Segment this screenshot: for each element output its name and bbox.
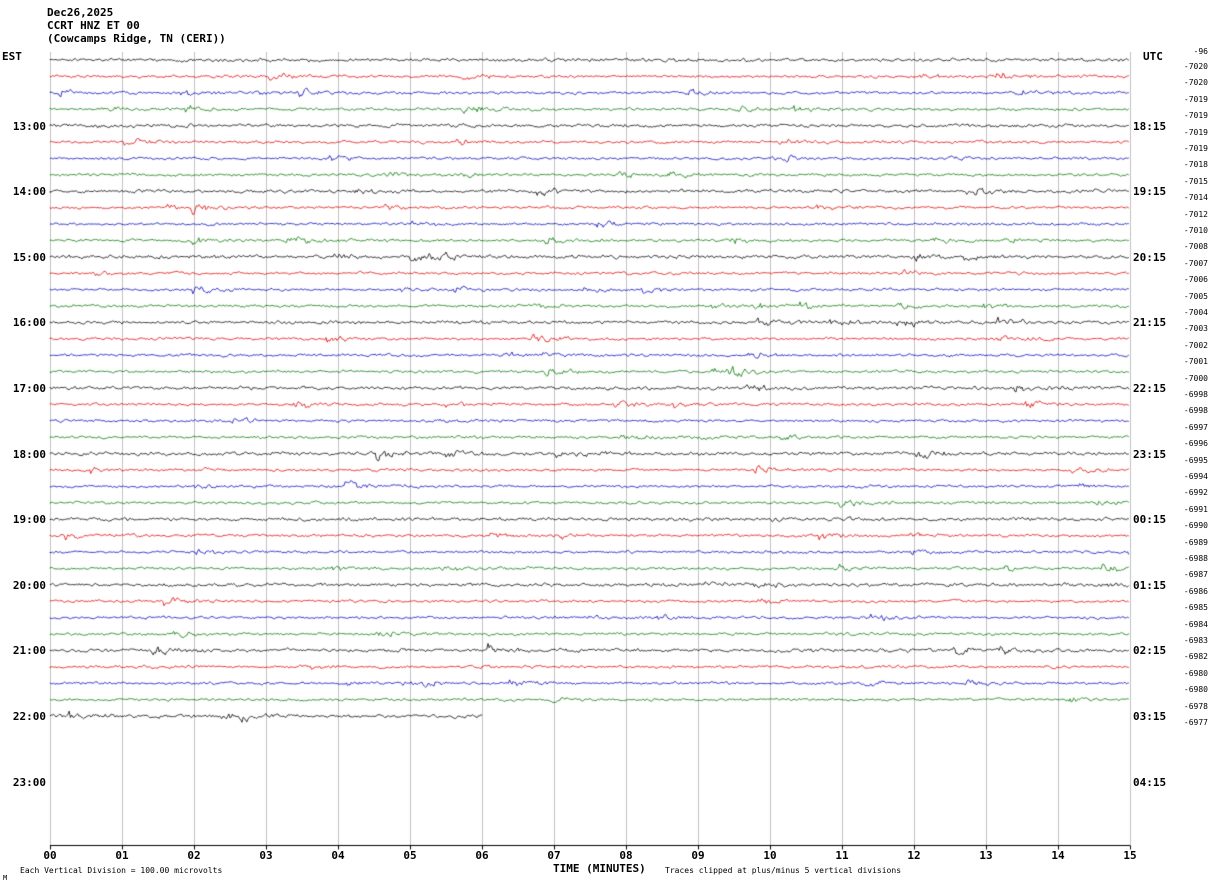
trace-offset-value: -7003 xyxy=(1183,324,1208,334)
utc-hour-label: 20:15 xyxy=(1133,250,1167,264)
trace-offset-value: -6996 xyxy=(1183,439,1208,449)
header-location: (Cowcamps Ridge, TN (CERI)) xyxy=(47,32,226,45)
trace-offset-value: -6986 xyxy=(1183,586,1208,596)
est-hour-label: 23:00 xyxy=(12,775,46,789)
trace-offset-value: -6995 xyxy=(1183,455,1208,465)
trace-offset-value: -6994 xyxy=(1183,472,1208,481)
trace-offset-value: -6983 xyxy=(1183,636,1208,645)
trace-offset-value: -6984 xyxy=(1183,619,1208,629)
x-tick-label: 05 xyxy=(403,849,417,862)
right-timezone-label: UTC xyxy=(1143,50,1163,63)
x-tick-label: 03 xyxy=(259,849,273,862)
trace-offset-value: -7008 xyxy=(1183,242,1208,252)
trace-offset-value: -7014 xyxy=(1183,193,1208,203)
trace-offset-value: -6980 xyxy=(1183,685,1208,695)
utc-hour-label: 18:15 xyxy=(1133,119,1167,133)
trace-offset-value: -96 xyxy=(1193,47,1208,56)
trace-offset-value: -7010 xyxy=(1183,226,1208,235)
trace-offset-value: -7015 xyxy=(1183,176,1208,186)
x-tick-label: 01 xyxy=(115,849,129,862)
x-tick-label: 09 xyxy=(691,849,705,862)
x-tick-label: 00 xyxy=(43,849,57,862)
est-hour-label: 19:00 xyxy=(12,513,46,527)
est-hour-label: 16:00 xyxy=(12,316,46,330)
utc-hour-label: 02:15 xyxy=(1133,644,1167,658)
est-hour-label: 13:00 xyxy=(12,119,46,133)
est-hour-label: 17:00 xyxy=(12,382,46,395)
x-tick-label: 07 xyxy=(547,849,561,862)
trace-offset-value: -6980 xyxy=(1183,668,1208,678)
x-tick-label: 11 xyxy=(835,849,849,862)
x-tick-label: 10 xyxy=(763,849,777,862)
x-tick-label: 04 xyxy=(331,849,345,862)
trace-offset-value: -7006 xyxy=(1183,275,1208,285)
trace-offset-value: -6978 xyxy=(1183,701,1208,711)
trace-offset-value: -7001 xyxy=(1183,357,1208,367)
corner-mark: M xyxy=(3,874,8,882)
trace-offset-value: -7004 xyxy=(1183,308,1208,317)
utc-hour-label: 04:15 xyxy=(1133,775,1167,789)
trace-offset-value: -6987 xyxy=(1183,570,1208,580)
utc-hour-label: 01:15 xyxy=(1133,578,1167,592)
trace-offset-value: -7020 xyxy=(1183,62,1208,71)
est-hour-label: 14:00 xyxy=(12,185,46,199)
x-axis-title: TIME (MINUTES) xyxy=(553,862,646,875)
x-tick-label: 12 xyxy=(907,849,921,862)
trace-offset-value: -7019 xyxy=(1183,127,1208,137)
trace-offset-value: -7012 xyxy=(1183,209,1208,219)
utc-hour-label: 00:15 xyxy=(1133,513,1167,527)
trace-offset-value: -6998 xyxy=(1183,406,1208,416)
est-hour-label: 21:00 xyxy=(12,644,46,658)
trace-offset-value: -6991 xyxy=(1183,504,1208,514)
x-tick-label: 02 xyxy=(187,849,201,862)
trace-offset-value: -6985 xyxy=(1183,603,1208,613)
est-hour-label: 22:00 xyxy=(12,710,46,723)
trace-offset-value: -6998 xyxy=(1183,390,1208,399)
trace-offset-value: -6990 xyxy=(1183,521,1208,531)
trace-offset-value: -7005 xyxy=(1183,291,1208,301)
trace-offset-value: -7019 xyxy=(1183,144,1208,153)
scale-note: Each Vertical Division = 100.00 microvol… xyxy=(20,866,223,875)
header-date: Dec26,2025 xyxy=(47,6,114,19)
trace-offset-value: -6977 xyxy=(1183,718,1208,727)
trace-offset-value: -6997 xyxy=(1183,422,1208,432)
trace-offset-value: -7018 xyxy=(1183,160,1208,170)
x-tick-label: 08 xyxy=(619,849,633,862)
header-station: CCRT HNZ ET 00 xyxy=(47,19,140,32)
trace-offset-value: -7020 xyxy=(1183,78,1208,88)
trace-offset-value: -6982 xyxy=(1183,652,1208,662)
x-tick-label: 13 xyxy=(979,849,993,862)
trace-offset-value: -6992 xyxy=(1183,488,1208,498)
left-timezone-label: EST xyxy=(2,50,22,63)
clipping-note: Traces clipped at plus/minus 5 vertical … xyxy=(665,866,902,875)
utc-hour-label: 23:15 xyxy=(1133,447,1167,461)
utc-hour-label: 21:15 xyxy=(1133,316,1167,330)
x-tick-label: 15 xyxy=(1123,849,1137,862)
est-hour-label: 20:00 xyxy=(12,578,46,592)
trace-offset-value: -6989 xyxy=(1183,537,1208,547)
trace-offset-value: -7019 xyxy=(1183,94,1208,104)
trace-offset-value: -7002 xyxy=(1183,340,1208,350)
utc-hour-label: 03:15 xyxy=(1133,710,1167,723)
x-tick-label: 14 xyxy=(1051,849,1065,862)
utc-hour-label: 19:15 xyxy=(1133,185,1167,199)
est-hour-label: 18:00 xyxy=(12,447,46,461)
trace-offset-value: -6988 xyxy=(1183,554,1208,563)
x-tick-label: 06 xyxy=(475,849,489,862)
trace-offset-value: -7007 xyxy=(1183,258,1208,268)
trace-offset-value: -7000 xyxy=(1183,373,1208,383)
utc-hour-label: 22:15 xyxy=(1133,382,1167,395)
est-hour-label: 15:00 xyxy=(12,250,46,264)
trace-offset-value: -7019 xyxy=(1183,111,1208,121)
